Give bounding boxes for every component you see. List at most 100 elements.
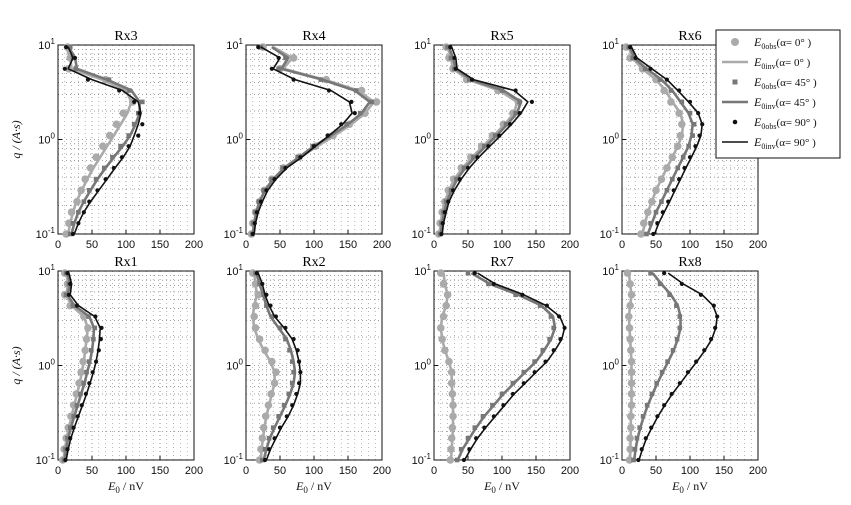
- obs-point-alpha90: [465, 165, 471, 171]
- obs-point-alpha90: [467, 447, 472, 452]
- obs-point-alpha0: [626, 434, 634, 443]
- obs-point-alpha0: [648, 197, 656, 206]
- x-tick-label: 150: [527, 465, 545, 477]
- x-tick-label: 0: [431, 239, 437, 251]
- obs-point-alpha90: [558, 337, 563, 342]
- obs-point-alpha90: [71, 425, 76, 430]
- obs-point-alpha90: [264, 188, 269, 193]
- obs-point-alpha90: [284, 414, 289, 419]
- obs-point-alpha0: [626, 335, 634, 343]
- obs-point-alpha90: [294, 391, 299, 397]
- obs-point-alpha45: [89, 347, 94, 353]
- obs-point-alpha45: [131, 121, 137, 127]
- obs-point-alpha45: [648, 270, 653, 276]
- obs-point-alpha0: [627, 379, 636, 387]
- y-tick-label: 101: [226, 37, 243, 52]
- obs-point-alpha0: [627, 390, 636, 398]
- obs-point-alpha45: [110, 154, 115, 160]
- obs-point-alpha45: [665, 359, 670, 364]
- obs-point-alpha45: [472, 425, 478, 430]
- obs-point-alpha45: [261, 188, 266, 193]
- obs-point-alpha45: [281, 402, 287, 408]
- obs-point-alpha90: [311, 144, 317, 149]
- obs-point-alpha90: [64, 45, 69, 50]
- obs-point-alpha90: [453, 66, 458, 71]
- obs-point-alpha45: [630, 55, 636, 61]
- obs-point-alpha90: [469, 77, 475, 82]
- obs-point-alpha90: [65, 271, 70, 276]
- obs-point-alpha90: [491, 281, 496, 287]
- obs-point-alpha90: [648, 66, 653, 71]
- obs-point-alpha0: [652, 186, 660, 195]
- obs-point-alpha90: [277, 425, 283, 430]
- x-tick-label: 200: [373, 239, 391, 251]
- panel-title: Rx8: [678, 255, 701, 270]
- panel-rx1: Rx1 0 50 100 150 200 10-1 100 101 q / (A·s) E0 / n…: [9, 255, 203, 495]
- obs-point-alpha45: [644, 402, 650, 408]
- obs-point-alpha90: [272, 436, 277, 441]
- y-tick-label: 10-1: [36, 452, 56, 467]
- obs-point-alpha0: [439, 312, 448, 321]
- obs-point-alpha90: [677, 381, 682, 386]
- obs-point-alpha0: [627, 357, 636, 366]
- obs-point-alpha45: [264, 303, 269, 308]
- obs-point-alpha0: [357, 86, 366, 95]
- obs-point-alpha90: [126, 144, 131, 149]
- obs-point-alpha90: [96, 348, 101, 353]
- obs-point-alpha45: [67, 425, 73, 430]
- obs-point-alpha45: [674, 303, 679, 308]
- obs-point-alpha45: [653, 209, 659, 215]
- obs-point-alpha0: [446, 456, 455, 464]
- obs-point-alpha45: [140, 99, 145, 105]
- y-tick-label: 100: [226, 358, 243, 373]
- obs-point-alpha45: [467, 77, 472, 82]
- y-tick-label: 10-1: [412, 226, 432, 241]
- x-tick-label: 150: [715, 465, 733, 477]
- obs-point-alpha45: [648, 220, 653, 226]
- obs-point-alpha45: [295, 154, 300, 160]
- obs-point-alpha90: [296, 359, 302, 364]
- obs-point-alpha45: [258, 44, 264, 50]
- legend-label: E0inv(α= 0° ): [753, 55, 811, 71]
- y-tick-label: 10-1: [224, 226, 244, 241]
- obs-point-alpha90: [482, 425, 487, 430]
- obs-point-alpha90: [450, 188, 456, 193]
- panel-rx3: Rx3 0 50 100 150 200 10-1 100 101 q / (A·s): [9, 29, 203, 251]
- obs-point-alpha0: [267, 390, 275, 398]
- y-tick-label: 101: [602, 37, 619, 52]
- x-tick-label: 100: [681, 239, 699, 251]
- obs-point-alpha90: [708, 337, 714, 342]
- obs-point-alpha45: [649, 391, 655, 397]
- obs-point-alpha0: [79, 357, 87, 366]
- obs-point-alpha90: [99, 325, 104, 330]
- panel-rx7: Rx7 0 50 100 150 200 10-1 100 101 E0 / nV: [412, 255, 580, 495]
- obs-point-alpha0: [626, 301, 634, 310]
- obs-point-alpha90: [136, 133, 141, 138]
- obs-point-alpha45: [674, 336, 680, 342]
- obs-point-alpha45: [289, 380, 295, 386]
- x-tick-label: 150: [527, 239, 545, 251]
- obs-point-alpha45: [465, 270, 471, 276]
- obs-point-alpha90: [510, 391, 515, 397]
- obs-point-alpha90: [508, 122, 513, 127]
- obs-point-alpha90: [260, 281, 265, 287]
- obs-point-alpha90: [664, 77, 669, 82]
- series-line-alpha45: [254, 272, 297, 461]
- x-tick-label: 0: [431, 465, 437, 477]
- series-line-alpha0: [438, 46, 519, 235]
- obs-point-alpha90: [352, 111, 357, 116]
- obs-point-alpha0: [437, 269, 445, 277]
- x-tick-label: 50: [86, 465, 98, 477]
- obs-point-alpha45: [70, 220, 76, 226]
- obs-point-alpha0: [447, 368, 456, 376]
- obs-point-alpha90: [677, 177, 682, 182]
- obs-point-alpha0: [447, 379, 456, 387]
- x-tick-label: 100: [305, 465, 323, 477]
- obs-point-alpha45: [548, 314, 554, 319]
- x-tick-label: 150: [151, 239, 169, 251]
- obs-point-alpha45: [540, 347, 546, 353]
- obs-point-alpha90: [440, 221, 445, 226]
- y-tick-label: 10-1: [412, 452, 432, 467]
- obs-point-alpha45: [677, 314, 683, 319]
